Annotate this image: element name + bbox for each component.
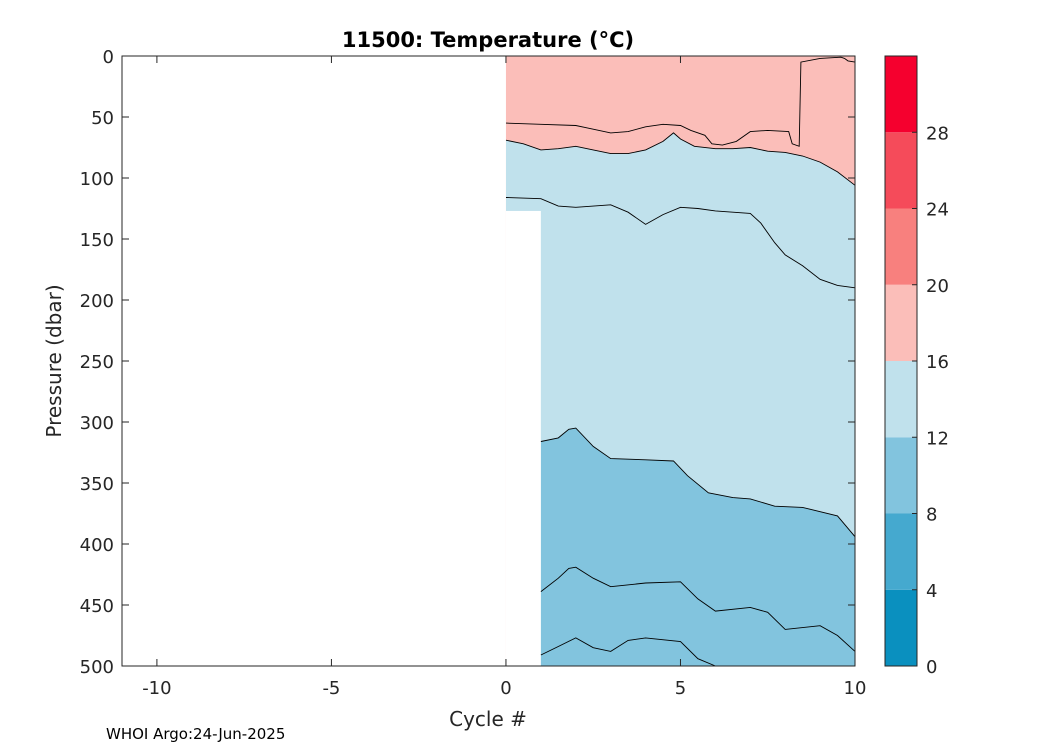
y-tick-label: 200 <box>80 291 114 312</box>
colorbar-bin-20-24 <box>885 208 917 285</box>
y-tick-label: 150 <box>80 230 114 251</box>
colorbar-bin-28-32 <box>885 56 917 133</box>
colorbar-bin-8-12 <box>885 437 917 514</box>
colorbar-bin-12-16 <box>885 361 917 438</box>
x-tick-label: -5 <box>322 678 340 699</box>
y-tick-label: 500 <box>80 657 114 678</box>
colorbar-tick-label: 4 <box>926 581 937 602</box>
fill-band-deep-2 <box>540 637 716 666</box>
contour-line-4-4 <box>540 566 856 652</box>
contour-line-8-3 <box>540 427 856 537</box>
x-tick-label: -10 <box>142 678 171 699</box>
y-tick-label: 0 <box>103 47 114 68</box>
colorbar-tick-label: 12 <box>926 428 949 449</box>
colorbar-tick-label: 24 <box>926 200 949 221</box>
y-tick-label: 50 <box>91 108 114 129</box>
colorbar-tick-label: 16 <box>926 352 949 373</box>
contour-line-16-0 <box>505 56 856 147</box>
contour-line-0-5 <box>540 637 716 667</box>
x-axis-label: Cycle # <box>449 707 527 731</box>
colorbar-tick-label: 0 <box>926 657 937 678</box>
colorbar-bin-0-4 <box>885 589 917 666</box>
missing-data-mask <box>505 210 541 666</box>
colorbar-bin-16-20 <box>885 284 917 361</box>
x-tick-label: 0 <box>500 678 511 699</box>
chart-title: 11500: Temperature (°C) <box>342 28 634 52</box>
colorbar-tick-label: 20 <box>926 276 949 297</box>
fill-band-deep-1 <box>540 567 855 666</box>
y-tick-label: 250 <box>80 352 114 373</box>
contour-line-12-1 <box>505 132 856 186</box>
y-tick-label: 300 <box>80 413 114 434</box>
colorbar-bin-24-28 <box>885 132 917 209</box>
y-tick-label: 450 <box>80 596 114 617</box>
contour-line-12-2 <box>505 197 856 289</box>
colorbar-tick-label: 28 <box>926 123 949 144</box>
y-tick-label: 400 <box>80 535 114 556</box>
y-axis-label: Pressure (dbar) <box>42 284 66 437</box>
y-tick-label: 350 <box>80 474 114 495</box>
x-tick-label: 10 <box>844 678 867 699</box>
colorbar: 0 4 8 12 16 20 24 28 <box>884 55 949 678</box>
y-tick-label: 100 <box>80 169 114 190</box>
footer-stamp: WHOI Argo:24-Jun-2025 <box>106 725 286 743</box>
colorbar-bin-4-8 <box>885 513 917 590</box>
colorbar-tick-label: 8 <box>926 505 937 526</box>
x-tick-label: 5 <box>675 678 686 699</box>
